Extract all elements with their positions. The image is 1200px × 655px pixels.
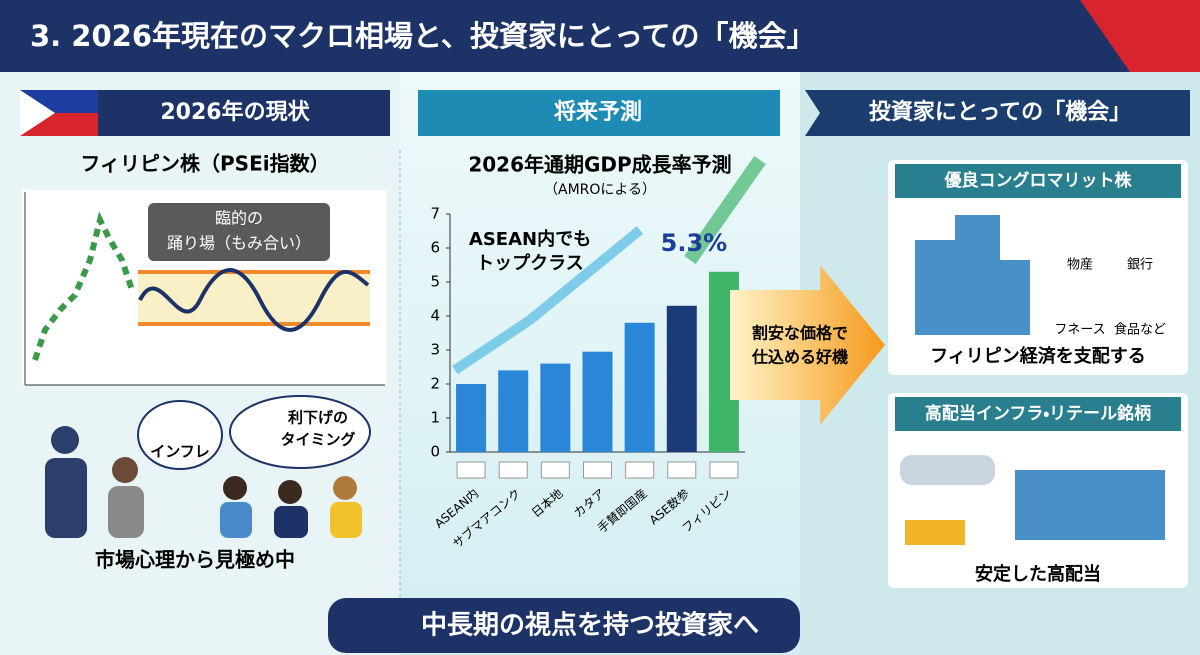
chart-annotation: ASEAN内でも xyxy=(469,228,591,250)
box-title: 優良コングロマリット株 xyxy=(944,170,1133,191)
flag-icon xyxy=(456,461,486,479)
header-bar xyxy=(0,0,1200,72)
y-tick-label: 7 xyxy=(430,205,440,223)
middle-heading-bar xyxy=(418,90,780,136)
y-tick-label: 3 xyxy=(430,341,440,359)
bar xyxy=(456,384,487,452)
trend-arrow xyxy=(684,155,766,265)
bar xyxy=(498,370,529,452)
bubble xyxy=(229,395,371,469)
flag-icon xyxy=(498,461,528,479)
callout xyxy=(148,203,330,261)
wave xyxy=(138,268,370,332)
flag-icon xyxy=(540,461,570,479)
flag-icon xyxy=(20,90,55,136)
box-title: 高配当インフラ・リテール銘柄 xyxy=(925,403,1151,424)
flag-deco xyxy=(1080,0,1200,72)
chart-annotation: トップクラス xyxy=(476,252,584,274)
box-item: 食品など xyxy=(1114,323,1166,338)
chart-title: 2026年通期GDP成長率予測 xyxy=(468,153,731,177)
footer-banner xyxy=(328,598,800,653)
box-item: 物産 xyxy=(1067,258,1093,273)
candles xyxy=(32,211,135,361)
box-item: 銀行 xyxy=(1127,258,1153,273)
flag-icon xyxy=(583,461,612,479)
y-tick-label: 6 xyxy=(430,239,440,257)
left-heading: 2026年の現状 xyxy=(160,99,310,125)
box-header xyxy=(895,164,1181,198)
bubble-text: 利下げの xyxy=(288,409,348,427)
infra-illustration xyxy=(900,455,1165,545)
left-caption: 市場心理から見極め中 xyxy=(95,548,295,572)
value-label: 5.3% xyxy=(661,229,728,257)
bar xyxy=(666,305,697,452)
box-caption: 安定した高配当 xyxy=(975,563,1101,585)
arrow-text: 割安な価格で xyxy=(752,324,848,343)
header-title: 3. 2026年現在のマクロ相場と、投資家にとっての「機会」 xyxy=(30,19,816,53)
middle-heading: 将来予測 xyxy=(554,99,642,125)
big-arrow xyxy=(730,265,885,425)
box-item: フネース xyxy=(1054,323,1105,338)
bar xyxy=(582,351,613,452)
box-header xyxy=(895,397,1181,431)
callout-text: 踊り場（もみ合い） xyxy=(167,234,311,253)
y-tick-label: 0 xyxy=(430,443,440,461)
flag-icon xyxy=(667,461,697,479)
box-caption: フィリピン経済を支配する xyxy=(930,345,1146,367)
y-tick-label: 5 xyxy=(430,273,440,291)
arrow-text: 仕込める好機 xyxy=(751,348,848,367)
stock-title: フィリピン株（PSEi指数） xyxy=(80,152,329,176)
y-tick-label: 2 xyxy=(430,375,440,393)
y-tick-label: 4 xyxy=(430,307,440,325)
bar xyxy=(624,322,655,452)
flag-icon xyxy=(625,461,655,479)
trend-arrow xyxy=(452,226,644,375)
right-heading-bar xyxy=(805,90,1190,136)
bubble xyxy=(137,400,223,470)
footer-text: 中長期の視点を持つ投資家へ xyxy=(421,610,759,641)
flag-icon xyxy=(709,461,739,479)
bubble-text: インフレ xyxy=(150,443,210,461)
people xyxy=(45,426,362,538)
buildings xyxy=(915,215,1030,335)
callout-text: 臨的の xyxy=(215,209,263,228)
chart-subtitle: （AMROによる） xyxy=(544,182,656,198)
right-heading: 投資家にとっての「機会」 xyxy=(869,99,1131,125)
y-tick-label: 1 xyxy=(430,409,440,427)
bubble-text: タイミング xyxy=(280,431,355,449)
bar xyxy=(540,363,571,452)
